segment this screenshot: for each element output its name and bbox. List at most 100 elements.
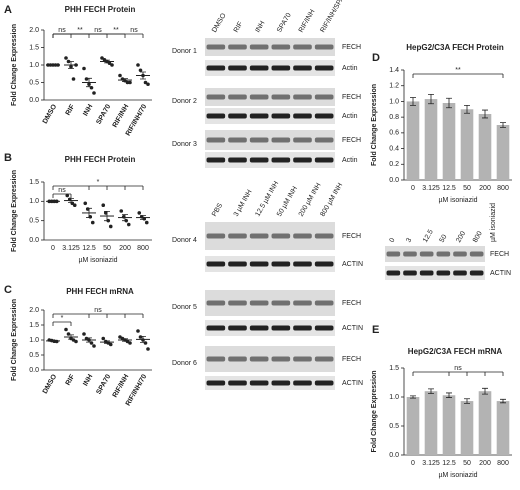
data-point xyxy=(143,80,148,85)
chart-title: PHH FECH Protein xyxy=(65,5,136,14)
data-point xyxy=(136,63,140,67)
error-bar xyxy=(410,395,416,399)
data-point xyxy=(101,336,106,341)
error-bar xyxy=(86,337,92,343)
blot-band xyxy=(228,233,247,239)
blot-band xyxy=(386,251,401,257)
blot-band xyxy=(293,356,312,362)
row-label: Actin xyxy=(342,113,358,120)
y-tick-label: 2.0 xyxy=(29,307,39,314)
y-tick-label: 2.0 xyxy=(29,27,39,34)
blot-background xyxy=(205,88,335,106)
significance-label: ns xyxy=(58,27,66,34)
data-point xyxy=(126,222,131,227)
blot-background xyxy=(205,38,335,56)
blot-band xyxy=(314,261,334,267)
error-bar xyxy=(428,93,434,105)
blot-background xyxy=(205,152,335,168)
significance-bracket xyxy=(412,73,504,78)
blot-band xyxy=(249,233,269,239)
blot-band xyxy=(436,270,451,276)
donor-label: Donor 3 xyxy=(172,141,197,148)
error-bar xyxy=(122,214,128,222)
data-point xyxy=(82,66,86,71)
data-point xyxy=(128,80,132,85)
blot-band xyxy=(469,270,484,276)
significance-bracket xyxy=(52,33,144,38)
error-bar xyxy=(140,336,146,343)
data-point xyxy=(82,332,86,336)
significance-label: ** xyxy=(113,27,119,34)
blot-background xyxy=(205,222,335,250)
error-bar xyxy=(68,334,74,340)
blot-background xyxy=(205,108,335,124)
blot-band xyxy=(293,65,312,71)
blot-band xyxy=(228,261,247,267)
x-tick-label: 0 xyxy=(411,185,415,192)
x-tick-label: 3.125 xyxy=(422,460,440,467)
data-point xyxy=(138,335,143,339)
error-bar xyxy=(104,210,110,222)
panel-letter: C xyxy=(4,284,12,296)
data-point xyxy=(136,329,140,333)
row-label: FECH xyxy=(342,44,361,51)
blot-band xyxy=(314,94,334,100)
data-point xyxy=(92,91,96,95)
error-bar xyxy=(464,398,470,404)
y-tick-label: 0.0 xyxy=(29,367,39,374)
panel-letter: D xyxy=(372,52,380,64)
y-tick-label: 0.5 xyxy=(29,218,39,225)
error-bar xyxy=(410,97,416,106)
blot-band xyxy=(206,94,226,100)
x-tick-label: 12.5 xyxy=(442,460,456,467)
x-axis-label: µM isoniazid xyxy=(438,472,477,479)
lane-label: SPA70 xyxy=(276,12,293,34)
blot-band xyxy=(228,65,247,71)
blot-band xyxy=(228,356,247,362)
x-axis-label: µM isoniazid xyxy=(438,197,477,204)
significance-label: ** xyxy=(77,27,83,34)
y-tick-label: 0.5 xyxy=(29,79,39,86)
blot-band xyxy=(293,233,312,239)
data-point xyxy=(143,341,148,345)
row-label: Actin xyxy=(342,157,358,164)
row-label: FECH xyxy=(342,137,361,144)
significance-bracket xyxy=(52,193,72,198)
data-point xyxy=(101,203,106,207)
blot-band xyxy=(293,113,312,119)
significance-bracket xyxy=(52,321,72,326)
blot-background xyxy=(205,376,335,390)
x-tick-label: 12.5 xyxy=(442,185,456,192)
bar xyxy=(442,395,456,455)
blot-band xyxy=(293,137,312,143)
blot-band xyxy=(271,233,291,239)
y-tick-label: 1.5 xyxy=(29,322,39,329)
blot-band xyxy=(249,44,269,50)
chart-title: HepG2/C3A FECH Protein xyxy=(406,43,504,52)
x-tick-label: RIF/INH xyxy=(112,373,131,398)
blot-band xyxy=(271,157,291,163)
x-tick-label: RIF xyxy=(65,103,77,117)
lane-label: 3 µM INH xyxy=(233,189,254,218)
error-bar xyxy=(500,398,506,404)
bar xyxy=(406,397,420,455)
blot-band xyxy=(206,325,226,331)
data-point xyxy=(92,344,96,348)
bar xyxy=(406,101,420,180)
lane-label: RIF xyxy=(233,21,245,34)
y-tick-label: 1.4 xyxy=(389,67,399,74)
error-bar xyxy=(68,61,74,69)
blot-band xyxy=(271,137,291,143)
lane-label: RIF/INH xyxy=(298,9,317,34)
panel-letter: E xyxy=(372,324,379,336)
data-point xyxy=(146,82,150,87)
y-tick-label: 1.2 xyxy=(389,83,399,90)
y-tick-label: 0.4 xyxy=(389,145,399,152)
chart-title: PHH FECH mRNA xyxy=(66,287,134,296)
x-tick-label: INH xyxy=(82,373,94,387)
blot-background xyxy=(205,256,335,272)
blot-band xyxy=(293,261,312,267)
blot-band xyxy=(228,300,247,306)
blot-band xyxy=(271,65,291,71)
significance-label: ** xyxy=(455,67,461,74)
